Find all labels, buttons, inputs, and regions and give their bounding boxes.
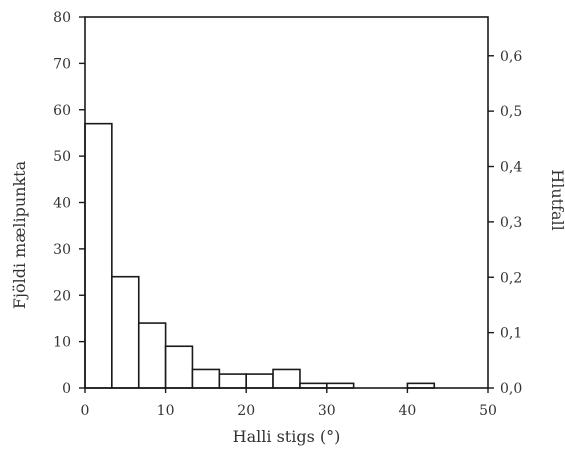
y2-tick-label-1: 0,1	[500, 326, 522, 342]
y2-tick-label-3: 0,3	[500, 215, 522, 231]
y2-tick-label-5: 0,5	[500, 104, 522, 120]
x-tick-label-5: 50	[479, 403, 497, 419]
histogram-bar-3	[164, 345, 194, 389]
axis-ticks	[79, 16, 494, 393]
y-tick-label-7: 70	[53, 56, 71, 72]
histogram-bars	[84, 122, 436, 389]
y2-tick-labels: 0,0 0,1 0,2 0,3 0,4 0,5 0,6	[500, 49, 522, 397]
histogram-bar-4	[191, 368, 221, 389]
y2-tick-label-0: 0,0	[500, 381, 522, 397]
y2-tick-label-2: 0,2	[500, 270, 522, 286]
y-tick-labels: 0 10 20 30 40 50 60 70 80	[53, 10, 71, 397]
histogram-bar-1	[111, 275, 140, 389]
y-tick-label-0: 0	[62, 381, 71, 397]
y-axis-label: Fjöldi mælipunkta	[10, 160, 29, 309]
x-tick-label-0: 0	[81, 403, 90, 419]
x-tick-label-2: 20	[237, 403, 255, 419]
y-tick-label-1: 10	[53, 335, 71, 351]
y-tick-label-6: 60	[53, 103, 71, 119]
y-tick-label-5: 50	[53, 149, 71, 165]
y-tick-label-2: 20	[53, 288, 71, 304]
y-tick-label-8: 80	[53, 10, 71, 26]
x-tick-label-1: 10	[157, 403, 175, 419]
y-tick-label-3: 30	[53, 242, 71, 258]
histogram-bar-6	[245, 373, 274, 389]
y2-tick-label-6: 0,6	[500, 49, 522, 65]
x-axis-label: Halli stigs (°)	[233, 427, 341, 446]
y2-axis-label: Hlutfall	[548, 169, 565, 231]
histogram-bar-2	[137, 322, 167, 389]
histogram-bar-0	[84, 122, 113, 389]
x-tick-label-4: 40	[398, 403, 416, 419]
y2-tick-label-4: 0,4	[500, 160, 522, 176]
x-tick-label-3: 30	[318, 403, 336, 419]
histogram-bar-7	[272, 368, 301, 389]
histogram-bar-5	[218, 373, 248, 389]
x-tick-labels: 0 10 20 30 40 50	[81, 403, 497, 419]
y-tick-label-4: 40	[53, 196, 71, 212]
